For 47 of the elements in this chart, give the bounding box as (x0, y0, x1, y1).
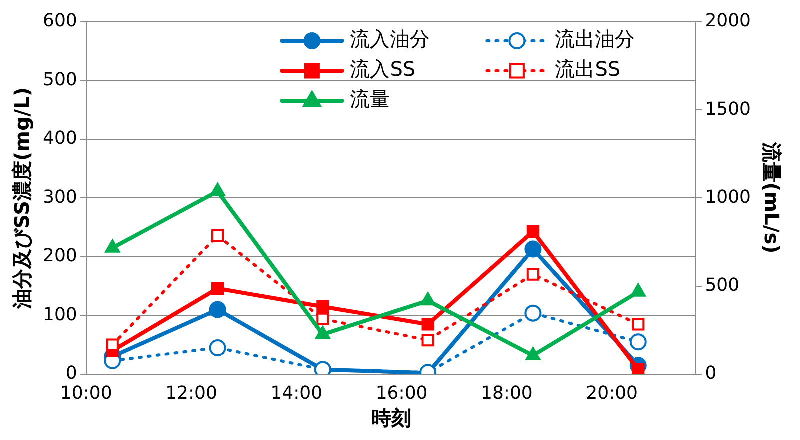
legend-label: 流出油分 (555, 27, 636, 52)
x-tick-label: 20:00 (586, 382, 638, 404)
legend-label: 流出SS (555, 57, 621, 82)
y-tick-label: 200 (42, 246, 78, 267)
point (526, 347, 541, 360)
y-tick-label: 300 (42, 186, 78, 208)
point (211, 282, 224, 295)
y-tick-label: 600 (42, 10, 78, 32)
y2-tick-label: 2000 (705, 10, 752, 32)
point (422, 334, 434, 347)
legend-label: 流入油分 (350, 27, 430, 52)
point (105, 240, 120, 253)
point (316, 300, 330, 314)
point (210, 183, 226, 196)
point (526, 225, 540, 238)
y2-tick-label: 1500 (705, 98, 752, 120)
x-tick-label: 18:00 (480, 382, 533, 404)
y-tick-label: 500 (42, 69, 78, 90)
legend-label: 流量 (350, 87, 390, 112)
point (524, 240, 542, 258)
y2-axis-title: 流量(mL/s) (760, 142, 784, 254)
point (315, 326, 330, 340)
point (422, 318, 434, 331)
y-axis-title: 油分及びSS濃度(mg/L) (10, 87, 34, 310)
point (106, 338, 119, 352)
point (524, 304, 542, 322)
y-tick-label: 400 (42, 128, 78, 150)
point (211, 229, 224, 242)
y-tick-label: 0 (66, 363, 78, 384)
x-tick-label: 10:00 (60, 382, 112, 404)
point (209, 301, 226, 318)
point (630, 284, 646, 297)
x-axis-title: 時刻 (371, 406, 412, 430)
y2-tick-label: 1000 (705, 186, 752, 208)
y-tick-label: 100 (42, 304, 78, 326)
x-tick-label: 14:00 (270, 382, 323, 404)
y2-tick-label: 500 (705, 274, 740, 296)
y2-tick-label: 0 (705, 363, 717, 384)
x-tick-label: 12:00 (166, 382, 218, 404)
point (420, 292, 436, 306)
legend-label: 流入SS (350, 57, 416, 82)
x-tick-label: 16:00 (376, 382, 428, 404)
point (526, 268, 540, 281)
point (632, 318, 645, 331)
point (316, 312, 330, 326)
point (630, 334, 647, 351)
point (209, 339, 226, 356)
